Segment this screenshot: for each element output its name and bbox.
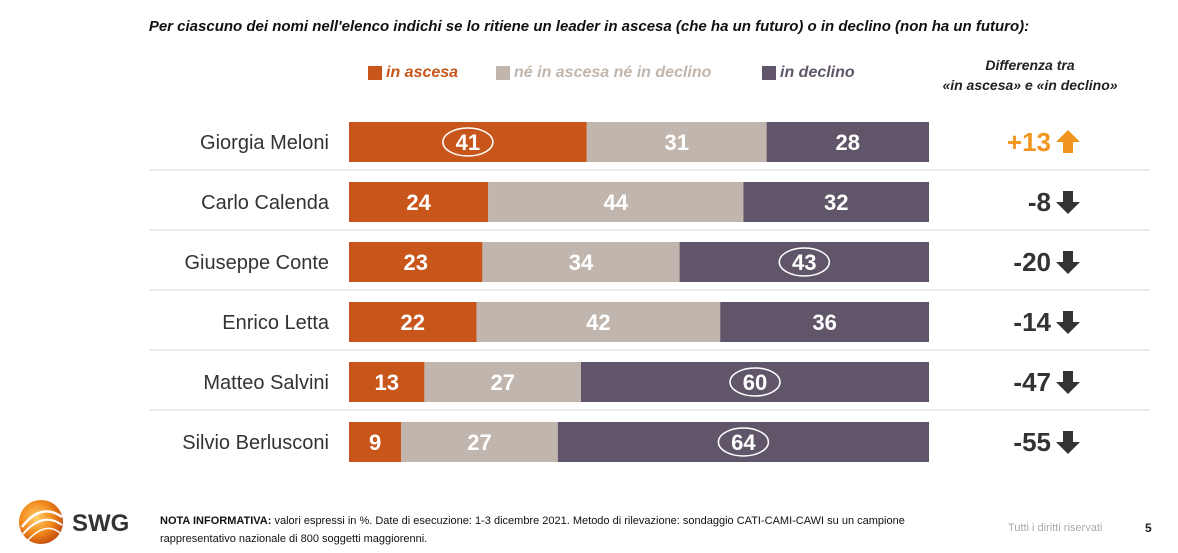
bar-segment-ascesa: [349, 242, 483, 282]
legend-label-declino: in declino: [780, 64, 855, 81]
legend-item-ascesa: in ascesa: [368, 64, 458, 82]
footer-note-text: valori espressi in %. Date di esecuzione…: [160, 515, 905, 545]
difference-value: -47: [1013, 367, 1051, 397]
data-label: 64: [731, 430, 756, 455]
highlight-ellipse: [778, 247, 831, 277]
bar-segment-declino: [743, 182, 929, 222]
bar-segment-neutral: [482, 242, 680, 282]
legend-item-declino: in declino: [762, 64, 855, 82]
data-label: 44: [604, 190, 629, 215]
logo-text: SWG: [72, 510, 130, 537]
legend: in ascesa né in ascesa né in declino in …: [0, 64, 900, 88]
bar-segment-neutral: [476, 302, 721, 342]
difference-header-line2: «in ascesa» e «in declino»: [942, 77, 1118, 93]
data-label: 36: [812, 310, 836, 335]
data-label: 31: [664, 130, 688, 155]
arrow-down-icon: [1056, 251, 1080, 274]
data-label: 34: [569, 250, 594, 275]
difference-value: -14: [1013, 307, 1051, 337]
legend-swatch-declino: [762, 66, 776, 80]
swg-logo-icon: [19, 500, 63, 544]
data-label: 60: [743, 370, 767, 395]
category-label: Giorgia Meloni: [200, 132, 329, 154]
bar-segment-ascesa: [349, 302, 477, 342]
legend-swatch-neutral: [496, 66, 510, 80]
data-label: 42: [586, 310, 610, 335]
data-label: 41: [456, 130, 480, 155]
arrow-down-icon: [1056, 191, 1080, 214]
legend-item-neutral: né in ascesa né in declino: [496, 64, 711, 82]
bar-segment-neutral: [401, 422, 558, 462]
category-label: Giuseppe Conte: [184, 252, 329, 274]
highlight-ellipse: [442, 127, 494, 157]
footer-note-label: NOTA INFORMATIVA:: [160, 515, 272, 527]
bar-segment-neutral: [424, 362, 581, 402]
bar-segment-ascesa: [349, 422, 402, 462]
arrow-down-icon: [1056, 431, 1080, 454]
data-label: 22: [401, 310, 425, 335]
arrow-up-icon: [1056, 130, 1080, 153]
category-label: Carlo Calenda: [201, 192, 330, 214]
difference-header: Differenza tra «in ascesa» e «in declino…: [930, 55, 1130, 95]
bar-segment-declino: [766, 122, 929, 162]
difference-value: -55: [1013, 427, 1051, 457]
data-label: 28: [836, 130, 860, 155]
category-label: Enrico Letta: [222, 312, 330, 334]
data-label: 23: [403, 250, 427, 275]
arrow-down-icon: [1056, 371, 1080, 394]
footer-note: NOTA INFORMATIVA: valori espressi in %. …: [160, 512, 960, 548]
stacked-bar-chart: Giorgia Meloni 41 31 28 +13 Carlo Calenda 24 44…: [150, 122, 1150, 462]
bar-segment-declino: [720, 302, 929, 342]
bar-segment-ascesa: [349, 362, 425, 402]
legend-label-ascesa: in ascesa: [386, 64, 459, 81]
rights-text: Tutti i diritti riservati: [1008, 522, 1103, 534]
difference-value: -8: [1028, 187, 1051, 217]
arrow-down-icon: [1056, 311, 1080, 334]
data-label: 9: [369, 430, 381, 455]
difference-value: -20: [1013, 247, 1051, 277]
category-label: Matteo Salvini: [203, 372, 329, 394]
legend-swatch-ascesa: [368, 66, 382, 80]
category-label: Silvio Berlusconi: [182, 432, 329, 454]
data-label: 13: [374, 370, 398, 395]
data-label: 27: [467, 430, 491, 455]
highlight-ellipse: [729, 367, 781, 397]
data-label: 24: [406, 190, 431, 215]
legend-label-neutral: né in ascesa né in declino: [514, 64, 712, 81]
data-label: 43: [792, 250, 816, 275]
data-label: 27: [490, 370, 514, 395]
bar-segment-neutral: [488, 182, 744, 222]
difference-header-line1: Differenza tra: [985, 57, 1075, 73]
chart-title: Per ciascuno dei nomi nell'elenco indich…: [148, 18, 1030, 35]
highlight-ellipse: [717, 427, 770, 457]
bar-segment-neutral: [586, 122, 767, 162]
bar-segment-ascesa: [349, 182, 489, 222]
data-label: 32: [824, 190, 848, 215]
page-number: 5: [1145, 521, 1152, 535]
difference-value: +13: [1007, 127, 1051, 157]
